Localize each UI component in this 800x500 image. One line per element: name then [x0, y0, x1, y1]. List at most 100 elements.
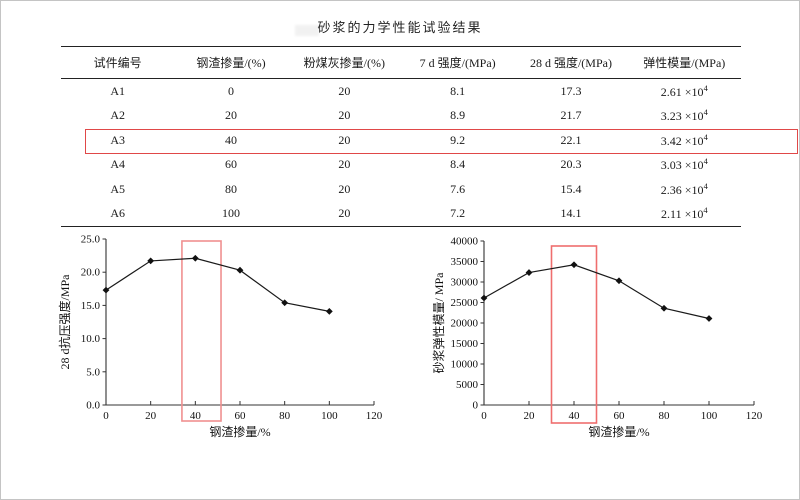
y-tick-label: 10000	[451, 359, 479, 371]
strength-7d-cell: 8.1	[450, 83, 466, 98]
strength-28d-cell: 14.1	[560, 206, 582, 221]
data-point-marker	[525, 269, 533, 276]
slag-content-cell: 0	[227, 83, 234, 98]
flyash-content-cell: 20	[338, 181, 351, 196]
y-tick-label: 15.0	[81, 300, 101, 312]
strength-7d-cell: 7.6	[450, 181, 466, 196]
x-axis-label: 钢渣掺量/%	[588, 424, 649, 439]
strength-7d-cell: 8.4	[450, 157, 466, 172]
header-flyash-content: 粉煤灰掺量/(%)	[303, 56, 385, 70]
y-axis-label: 28 d抗压强度/MPa	[57, 274, 72, 370]
flyash-content-cell: 20	[338, 157, 351, 172]
elastic-modulus-cell: 3.23 ×104	[660, 107, 708, 124]
data-point-marker	[615, 277, 623, 285]
y-tick-label: 0.0	[86, 400, 100, 412]
compressive-strength-chart: 0 20 40 60 80 100 120 0.0 5.0 10.0 15.0 20.0 25.0 钢渣掺…	[57, 234, 383, 440]
flyash-content-cell: 20	[338, 83, 351, 98]
specimen-id-cell: A2	[110, 108, 125, 123]
y-tick-label: 5.0	[86, 366, 100, 378]
header-elastic-modulus: 弹性模量/(MPa)	[643, 56, 726, 70]
flyash-content-cell: 20	[338, 206, 351, 221]
x-tick-label: 0	[481, 410, 487, 422]
elastic-modulus-cell: 2.11 ×104	[661, 205, 708, 222]
data-point-marker	[570, 261, 578, 269]
table-header-row: 试件编号 钢渣掺量/(%) 粉煤灰掺量/(%) 7 d 强度/(MPa) 28 d 强度…	[61, 47, 741, 79]
x-tick-label: 120	[366, 410, 383, 422]
data-point-marker	[147, 257, 155, 265]
x-tick-label: 100	[321, 410, 338, 422]
x-tick-label: 100	[701, 410, 718, 422]
chart-axes	[483, 241, 754, 406]
strength-7d-cell: 8.9	[450, 108, 466, 123]
table-row-A2: A2 20 20 8.9 21.7 3.23 ×104	[61, 104, 741, 129]
y-tick-label: 20.0	[81, 267, 101, 279]
x-tick-label: 60	[614, 410, 626, 422]
data-line	[483, 264, 710, 320]
y-axis-label: 砂浆弹性模量/ MPa	[431, 272, 446, 374]
y-tick-label: 0	[473, 400, 479, 412]
strength-28d-cell: 20.3	[560, 157, 582, 172]
chart-highlight-box	[550, 245, 598, 424]
header-strength-7d: 7 d 强度/(MPa)	[419, 56, 496, 70]
slag-content-cell: 80	[224, 181, 237, 196]
y-tick-label: 25.0	[81, 234, 101, 246]
results-table: 试件编号 钢渣掺量/(%) 粉煤灰掺量/(%) 7 d 强度/(MPa) 28 d 强度…	[61, 46, 741, 227]
elastic-modulus-cell: 3.42 ×104	[660, 131, 708, 148]
slag-content-cell: 40	[224, 132, 237, 147]
header-slag-content: 钢渣掺量/(%)	[196, 56, 266, 70]
data-point-marker	[236, 266, 244, 274]
table-title: 砂浆的力学性能试验结果	[317, 20, 483, 35]
x-tick-label: 40	[190, 410, 202, 422]
y-tick-label: 20000	[451, 318, 479, 330]
elastic-modulus-cell: 2.61 ×104	[660, 82, 708, 99]
y-tick-label: 10.0	[81, 333, 101, 345]
table-row-A6: A6 100 20 7.2 14.1 2.11 ×104	[61, 202, 741, 227]
table-row-A1: A1 0 20 8.1 17.3 2.61 ×104	[61, 79, 741, 104]
specimen-id-cell: A1	[110, 83, 125, 98]
strength-28d-cell: 15.4	[560, 181, 582, 196]
elastic-modulus-chart: 0 20 40 60 80 100 120 0 5000 10000 15000 20000 25000…	[431, 236, 763, 440]
strength-28d-cell: 17.3	[560, 83, 582, 98]
elastic-modulus-cell: 2.36 ×104	[660, 180, 708, 197]
table-body: A1 0 20 8.1 17.3 2.61 ×104 A2 20 20 8.9 21.7 3.23 ×…	[61, 79, 741, 226]
y-tick-label: 25000	[451, 297, 479, 309]
chart-highlight-box	[181, 240, 222, 422]
specimen-id-cell: A5	[110, 181, 125, 196]
table-row-A5: A5 80 20 7.6 15.4 2.36 ×104	[61, 177, 741, 202]
strength-7d-cell: 9.2	[450, 132, 466, 147]
slag-content-cell: 60	[224, 157, 237, 172]
table-row-A4: A4 60 20 8.4 20.3 3.03 ×104	[61, 153, 741, 178]
data-line	[105, 257, 330, 312]
x-tick-label: 40	[569, 410, 581, 422]
x-tick-label: 20	[524, 410, 536, 422]
y-tick-label: 5000	[456, 379, 479, 391]
header-strength-28d: 28 d 强度/(MPa)	[529, 56, 612, 70]
strength-28d-cell: 21.7	[560, 108, 582, 123]
table-row-A3: A3 40 20 9.2 22.1 3.42 ×104	[61, 128, 741, 153]
x-tick-label: 120	[746, 410, 763, 422]
slag-content-cell: 100	[221, 206, 240, 221]
data-point-marker	[480, 294, 488, 302]
data-point-marker	[102, 286, 110, 294]
specimen-id-cell: A3	[110, 132, 125, 147]
y-tick-label: 15000	[451, 338, 479, 350]
x-tick-label: 80	[659, 410, 671, 422]
data-point-marker	[191, 254, 199, 262]
data-point-marker	[325, 307, 333, 315]
y-tick-label: 40000	[451, 236, 479, 248]
x-tick-label: 80	[279, 410, 291, 422]
x-tick-label: 0	[103, 410, 109, 422]
x-tick-label: 20	[145, 410, 157, 422]
y-tick-label: 30000	[451, 277, 479, 289]
data-point-marker	[660, 304, 668, 312]
data-point-marker	[281, 299, 289, 307]
strength-28d-cell: 22.1	[560, 132, 582, 147]
slag-content-cell: 20	[224, 108, 237, 123]
strength-7d-cell: 7.2	[450, 206, 466, 221]
x-tick-label: 60	[235, 410, 247, 422]
data-point-marker	[705, 315, 713, 322]
y-tick-label: 35000	[451, 256, 479, 268]
specimen-id-cell: A6	[110, 206, 125, 221]
specimen-id-cell: A4	[110, 157, 125, 172]
